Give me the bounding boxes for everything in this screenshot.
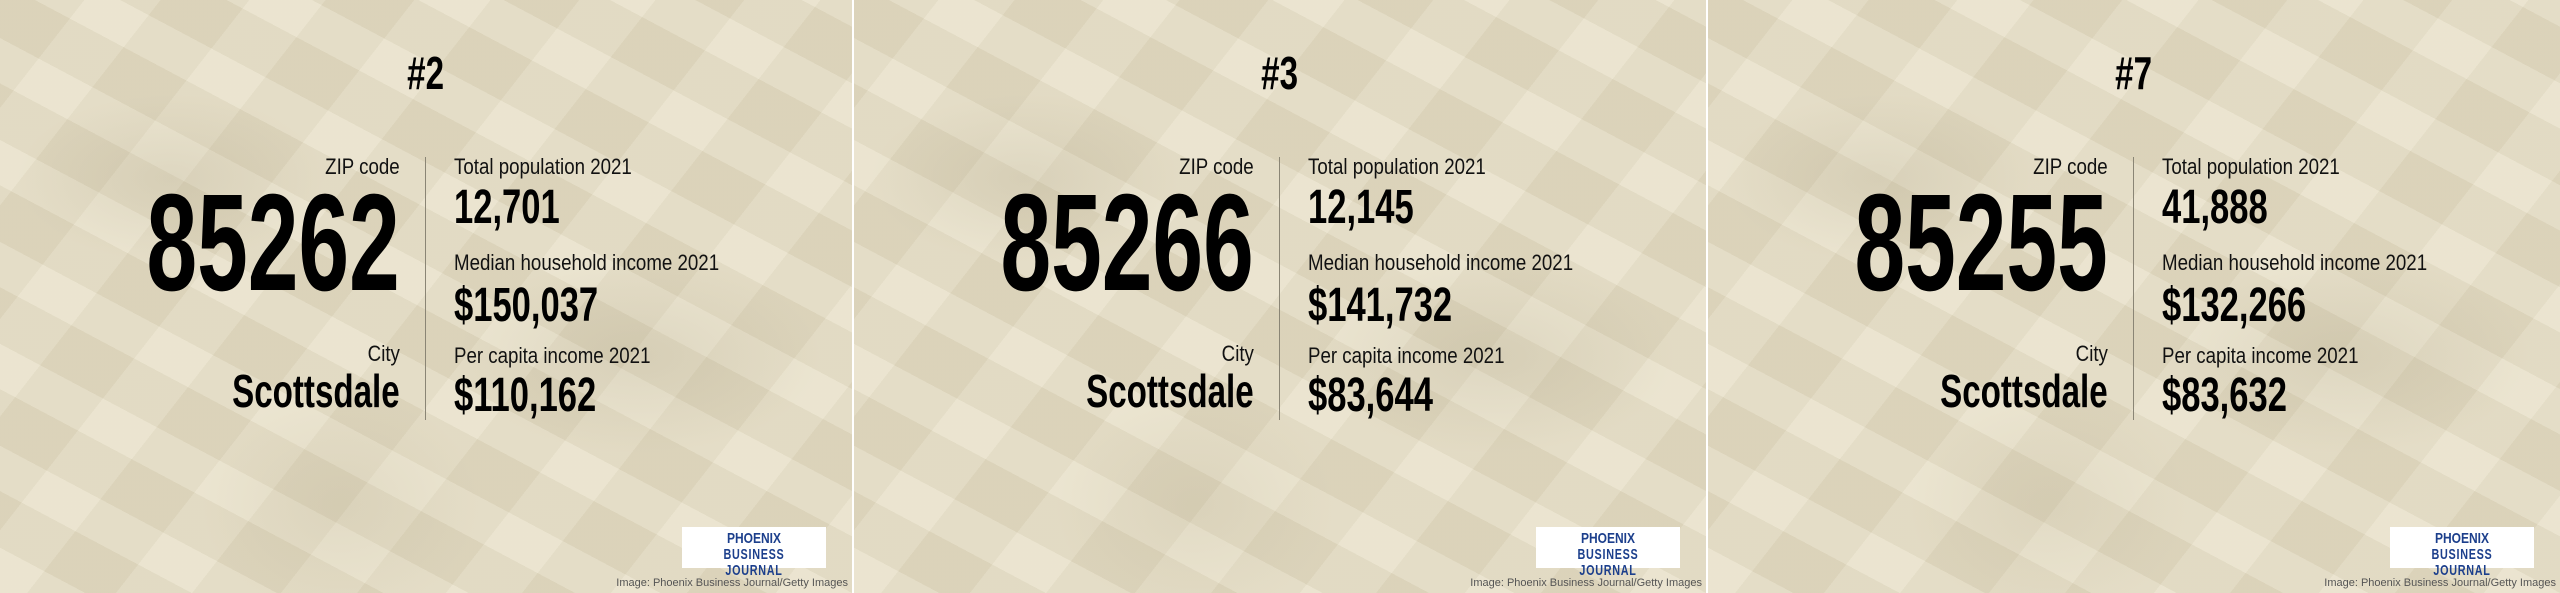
median-income-label-text: Median household income 2021: [454, 250, 720, 275]
per-capita-value-text: $83,644: [1308, 369, 1433, 422]
rank-text: #7: [2115, 47, 2153, 99]
zip-label: ZIP code: [1166, 154, 1254, 180]
population-label: Total population 2021: [2162, 154, 2371, 180]
population-value: 12,701: [454, 183, 601, 233]
per-capita-value: $83,632: [2162, 371, 2336, 421]
column-divider: [1279, 157, 1280, 420]
population-value-text: 12,701: [454, 181, 560, 234]
median-income-value: $150,037: [454, 281, 654, 331]
per-capita-label-text: Per capita income 2021: [454, 343, 651, 368]
per-capita-label: Per capita income 2021: [454, 343, 685, 369]
zip-value: 85266: [870, 174, 1254, 312]
rank-heading: #7: [1708, 46, 2560, 100]
logo-line1: PHOENIX: [2434, 530, 2489, 547]
city-value: Scottsdale: [1021, 366, 1254, 416]
city-label-text: City: [1221, 341, 1254, 366]
column-divider: [425, 157, 426, 420]
city-value: Scottsdale: [167, 366, 400, 416]
zip-label: ZIP code: [312, 154, 400, 180]
population-label: Total population 2021: [454, 154, 663, 180]
per-capita-label-text: Per capita income 2021: [2162, 343, 2359, 368]
median-income-label-text: Median household income 2021: [1308, 250, 1574, 275]
logo-line2: BUSINESS JOURNAL: [1577, 546, 1639, 579]
logo-line2: BUSINESS JOURNAL: [723, 546, 785, 579]
logo-line1: PHOENIX: [726, 530, 781, 547]
population-value: 41,888: [2162, 183, 2309, 233]
per-capita-label-text: Per capita income 2021: [1308, 343, 1505, 368]
median-income-label: Median household income 2021: [454, 250, 766, 276]
phoenix-business-journal-logo: PHOENIX BUSINESS JOURNAL: [2390, 527, 2534, 579]
image-credit: Image: Phoenix Business Journal/Getty Im…: [1470, 577, 1702, 589]
zip-value: 85255: [1724, 174, 2108, 312]
panel-separator: [852, 0, 854, 593]
zip-value-text: 85266: [1000, 166, 1254, 320]
zip-value-text: 85255: [1854, 166, 2108, 320]
median-income-label-text: Median household income 2021: [2162, 250, 2428, 275]
population-value: 12,145: [1308, 183, 1455, 233]
logo-line1: PHOENIX: [1580, 530, 1635, 547]
zip-card-panel: #2 ZIP code 85262 City Scottsdale Total popul…: [0, 0, 852, 593]
city-value: Scottsdale: [1875, 366, 2108, 416]
rank-heading: #3: [854, 46, 1706, 100]
per-capita-value: $110,162: [454, 371, 652, 421]
median-income-value-text: $132,266: [2162, 279, 2307, 332]
per-capita-value-text: $110,162: [454, 369, 597, 422]
median-income-label: Median household income 2021: [1308, 250, 1620, 276]
per-capita-value: $83,644: [1308, 371, 1482, 421]
column-divider: [2133, 157, 2134, 420]
city-value-text: Scottsdale: [1940, 365, 2108, 417]
zip-label: ZIP code: [2020, 154, 2108, 180]
zip-label-text: ZIP code: [2033, 154, 2108, 179]
median-income-value: $132,266: [2162, 281, 2362, 331]
zip-label-text: ZIP code: [1179, 154, 1254, 179]
rank-text: #2: [407, 47, 445, 99]
image-credit: Image: Phoenix Business Journal/Getty Im…: [2324, 577, 2556, 589]
panel-separator: [1706, 0, 1708, 593]
city-label: City: [2070, 341, 2108, 367]
median-income-value-text: $150,037: [454, 279, 599, 332]
population-value-text: 41,888: [2162, 181, 2268, 234]
per-capita-label: Per capita income 2021: [1308, 343, 1539, 369]
per-capita-value-text: $83,632: [2162, 369, 2287, 422]
city-label-text: City: [2075, 341, 2108, 366]
logo-line2: BUSINESS JOURNAL: [2431, 546, 2493, 579]
zip-card-panel: #3 ZIP code 85266 City Scottsdale Total popul…: [854, 0, 1706, 593]
rank-text: #3: [1261, 47, 1299, 99]
zip-card-panel: #7 ZIP code 85255 City Scottsdale Total popul…: [1708, 0, 2560, 593]
city-value-text: Scottsdale: [232, 365, 400, 417]
zip-label-text: ZIP code: [325, 154, 400, 179]
zip-value: 85262: [16, 174, 400, 312]
population-label-text: Total population 2021: [2162, 154, 2340, 179]
population-label: Total population 2021: [1308, 154, 1517, 180]
population-value-text: 12,145: [1308, 181, 1414, 234]
city-label-text: City: [367, 341, 400, 366]
zip-value-text: 85262: [146, 166, 400, 320]
city-value-text: Scottsdale: [1086, 365, 1254, 417]
population-label-text: Total population 2021: [1308, 154, 1486, 179]
median-income-value: $141,732: [1308, 281, 1508, 331]
median-income-value-text: $141,732: [1308, 279, 1453, 332]
city-label: City: [1216, 341, 1254, 367]
phoenix-business-journal-logo: PHOENIX BUSINESS JOURNAL: [682, 527, 826, 579]
city-label: City: [362, 341, 400, 367]
image-credit: Image: Phoenix Business Journal/Getty Im…: [616, 577, 848, 589]
median-income-label: Median household income 2021: [2162, 250, 2474, 276]
per-capita-label: Per capita income 2021: [2162, 343, 2393, 369]
rank-heading: #2: [0, 46, 852, 100]
population-label-text: Total population 2021: [454, 154, 632, 179]
phoenix-business-journal-logo: PHOENIX BUSINESS JOURNAL: [1536, 527, 1680, 579]
